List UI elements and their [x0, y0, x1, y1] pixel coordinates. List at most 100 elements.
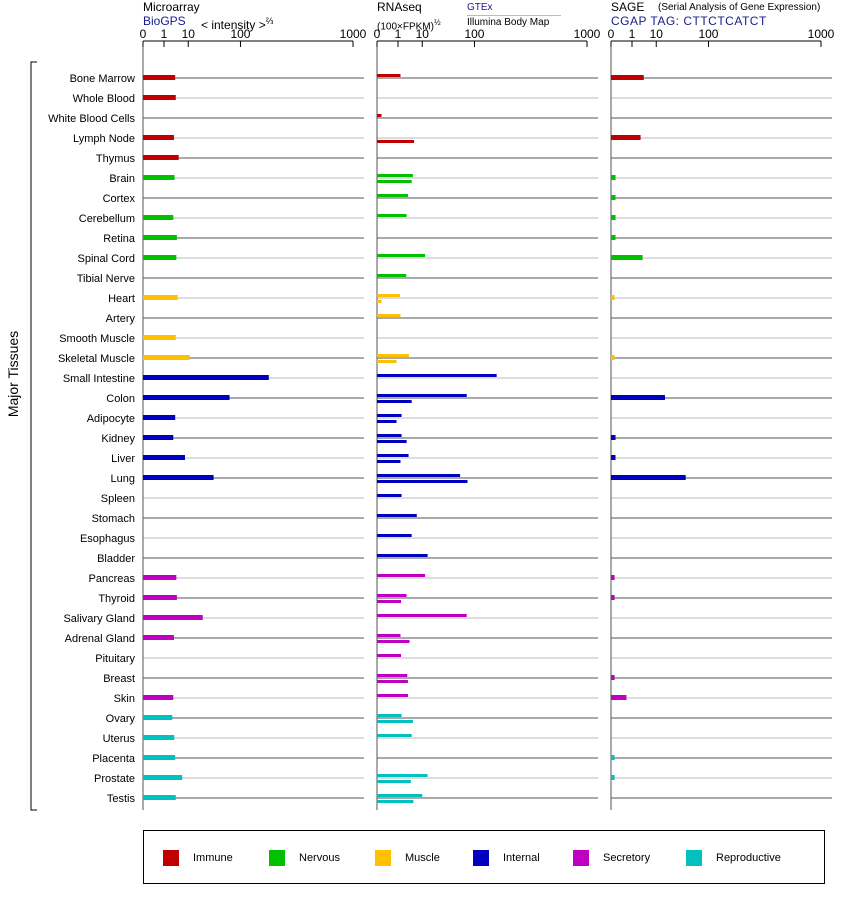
bar-gtex [377, 214, 407, 217]
bar-microarray [143, 155, 179, 160]
x-tick-label-rnaseq: 100 [464, 27, 484, 41]
tissue-label: Pancreas [89, 573, 136, 585]
microarray-scale-label: < intensity >⅔ [201, 14, 273, 32]
legend-label-muscle: Muscle [405, 852, 440, 864]
legend-swatch-internal [473, 850, 489, 866]
tissue-label: Stomach [92, 513, 135, 525]
bar-sage [611, 75, 644, 80]
x-tick-label-microarray: 1 [161, 27, 168, 41]
x-tick-label-microarray: 0 [140, 27, 147, 41]
legend-swatch-reproductive [686, 850, 702, 866]
x-tick-label-sage: 1000 [808, 27, 835, 41]
tissue-label: Salivary Gland [63, 613, 135, 625]
bar-microarray [143, 235, 177, 240]
rnaseq-subtitle: (100×FPKM)½ [377, 16, 441, 34]
bar-sage [611, 475, 686, 480]
rnaseq-subtitle-exponent: ½ [433, 18, 441, 27]
group-bracket [30, 61, 37, 811]
bar-gtex [377, 194, 408, 197]
tissue-label: Testis [107, 793, 136, 805]
tissue-label: White Blood Cells [48, 113, 135, 125]
bar-gtex [377, 474, 461, 477]
x-tick-label-sage: 0 [608, 27, 615, 41]
tissue-label: Brain [109, 173, 135, 185]
tissue-label: Adipocyte [87, 413, 135, 425]
bar-microarray [143, 395, 230, 400]
x-tick-label-rnaseq: 0 [374, 27, 381, 41]
legend-item-internal: Internal [473, 850, 540, 866]
tissue-label: Lung [111, 473, 135, 485]
bar-sage [611, 695, 627, 700]
bar-gtex [377, 294, 400, 297]
microarray-scale-exponent: ⅔ [265, 16, 274, 26]
bar-sage [611, 435, 616, 440]
bar-gtex [377, 554, 428, 557]
microarray-scale-text: < intensity > [201, 18, 266, 32]
bar-microarray [143, 595, 177, 600]
legend-label-reproductive: Reproductive [716, 852, 781, 864]
x-tick-label-sage: 1 [629, 27, 636, 41]
bar-gtex [377, 354, 409, 357]
bar-gtex [377, 374, 497, 377]
rnaseq-source-gtex: GTEx [467, 1, 561, 16]
bar-microarray [143, 735, 175, 740]
bar-sage [611, 215, 616, 220]
rnaseq-title: RNAseq [377, 0, 422, 14]
tissue-label: Kidney [101, 433, 135, 445]
sage-source: CGAP TAG: CTTCTCATCT [611, 14, 767, 28]
tissue-label: Colon [106, 393, 135, 405]
bar-bodymap [377, 140, 415, 143]
bar-bodymap [377, 400, 412, 403]
bar-gtex [377, 434, 402, 437]
tissue-label: Retina [103, 233, 136, 245]
x-tick-label-sage: 100 [698, 27, 718, 41]
bar-microarray [143, 795, 176, 800]
tissue-label: Pituitary [95, 653, 135, 665]
panel-axes: 0 1 10 100 1000 0 1 10 100 1000 0 1 10 100 1000 [140, 27, 835, 810]
bar-gtex [377, 414, 402, 417]
tissue-label: Adrenal Gland [65, 633, 135, 645]
tissue-label: Liver [111, 453, 135, 465]
bar-microarray [143, 455, 185, 460]
bar-microarray [143, 695, 174, 700]
bar-gtex [377, 574, 426, 577]
rnaseq-source-bodymap: Illumina Body Map [467, 17, 550, 28]
bar-microarray [143, 215, 174, 220]
bar-microarray [143, 355, 190, 360]
tissue-label: Skeletal Muscle [58, 353, 135, 365]
bar-sage [611, 675, 615, 680]
bar-bodymap [377, 480, 468, 483]
tissue-label: Artery [106, 313, 136, 325]
bar-microarray [143, 75, 176, 80]
tissue-label: Lymph Node [73, 133, 135, 145]
tissue-label: Bone Marrow [70, 73, 135, 85]
legend-label-nervous: Nervous [299, 852, 340, 864]
bar-gtex [377, 674, 408, 677]
bar-microarray [143, 575, 177, 580]
bar-gtex [377, 534, 412, 537]
bar-sage [611, 755, 615, 760]
bar-bodymap [377, 680, 408, 683]
bar-microarray [143, 135, 174, 140]
x-tick-label-sage: 10 [650, 27, 664, 41]
legend-item-reproductive: Reproductive [686, 850, 781, 866]
bar-microarray [143, 415, 176, 420]
bar-sage [611, 175, 616, 180]
bar-gtex [377, 514, 417, 517]
bar-gtex [377, 694, 408, 697]
bar-microarray [143, 475, 214, 480]
bar-gtex [377, 394, 467, 397]
bar-gtex [377, 74, 401, 77]
tissue-label: Thyroid [98, 593, 135, 605]
bar-sage [611, 195, 616, 200]
bar-gtex [377, 114, 382, 117]
tissue-label: Placenta [92, 753, 136, 765]
group-label: Major Tissues [5, 331, 21, 417]
legend-swatch-secretory [573, 850, 589, 866]
tissue-label: Heart [108, 293, 135, 305]
bar-bodymap [377, 360, 397, 363]
bar-gtex [377, 594, 407, 597]
legend-item-secretory: Secretory [573, 850, 650, 866]
bar-bodymap [377, 180, 412, 183]
x-tick-label-microarray: 10 [182, 27, 196, 41]
